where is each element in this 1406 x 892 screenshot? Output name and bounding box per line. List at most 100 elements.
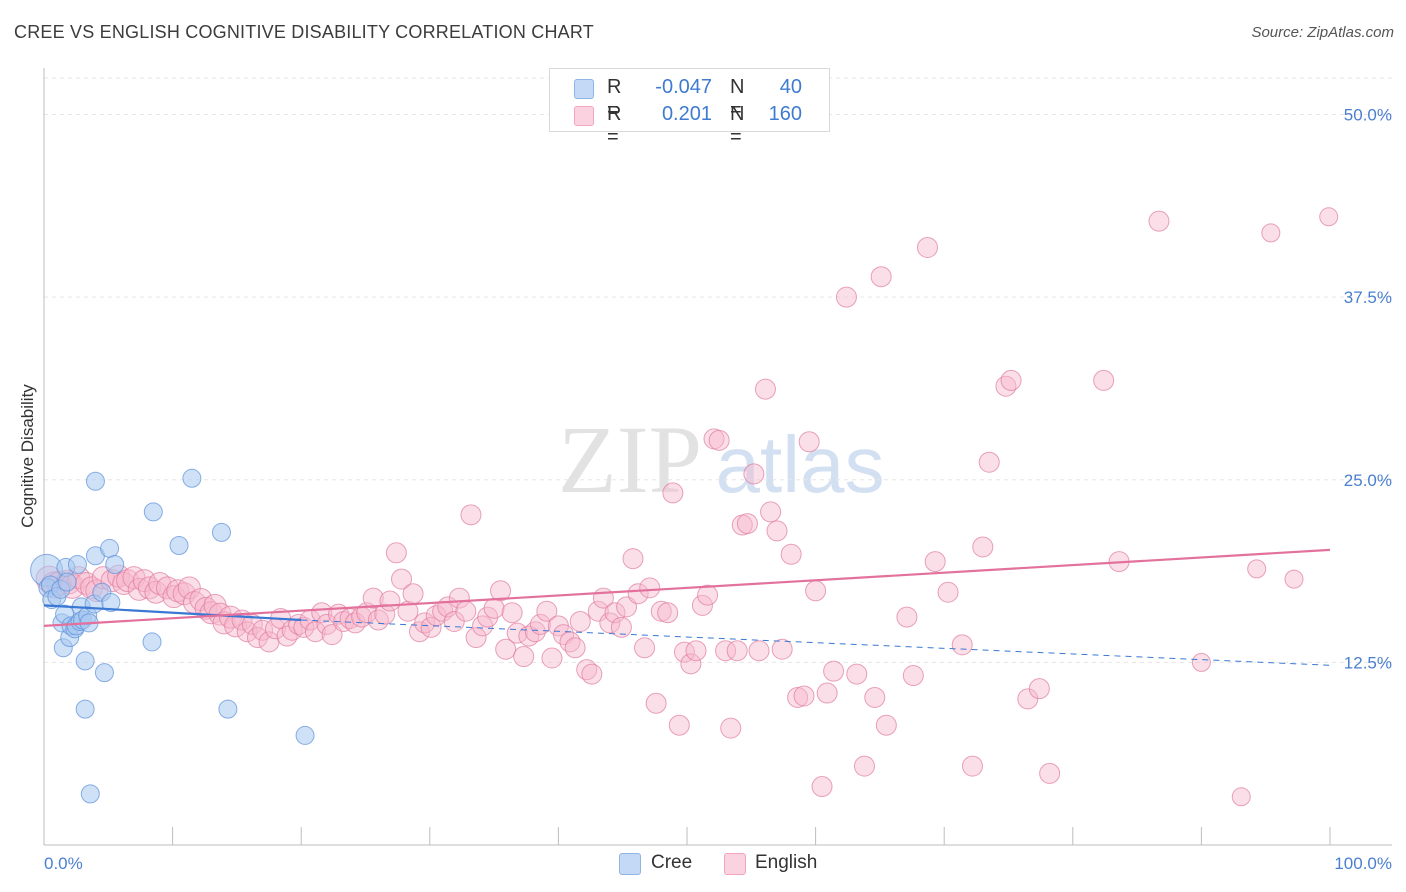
english-point xyxy=(460,504,482,526)
cree-point xyxy=(211,522,231,542)
watermark-zip: ZIP xyxy=(558,406,702,513)
english-point xyxy=(1284,569,1304,589)
english-point xyxy=(951,634,973,656)
english-point xyxy=(916,236,938,258)
english-point xyxy=(477,606,499,628)
english-point xyxy=(896,606,918,628)
english-point xyxy=(379,590,401,612)
english-point xyxy=(1247,559,1267,579)
english-point xyxy=(1093,369,1115,391)
english-point xyxy=(420,616,442,638)
legend-n-value: 160 xyxy=(768,103,802,125)
english-point xyxy=(657,602,679,624)
legend-r-label: R = xyxy=(607,103,622,148)
english-point xyxy=(513,646,535,668)
english-point xyxy=(771,638,793,660)
cree-point xyxy=(85,471,105,491)
english-point xyxy=(581,663,603,685)
y-axis-label: Cognitive Disability xyxy=(18,384,37,528)
english-point xyxy=(501,602,523,624)
legend-r-label: R = xyxy=(607,76,622,121)
english-point xyxy=(311,602,333,624)
english-point xyxy=(148,571,172,595)
legend-r-value: 0.201 xyxy=(661,103,712,125)
legend: R = -0.047 N = 40 R = 0.201 N = 160 xyxy=(549,68,830,148)
chart-title: CREE VS ENGLISH COGNITIVE DISABILITY COR… xyxy=(14,22,594,42)
english-point xyxy=(793,685,815,707)
english-point xyxy=(1191,652,1211,672)
cree-point xyxy=(67,554,87,574)
legend-swatch-english xyxy=(574,106,594,126)
english-point xyxy=(199,601,223,625)
english-point xyxy=(780,543,802,565)
english-point xyxy=(414,612,436,634)
english-point xyxy=(397,600,419,622)
english-point xyxy=(805,580,827,602)
english-point xyxy=(697,584,719,606)
english-point xyxy=(391,568,413,590)
english-point xyxy=(639,577,661,599)
axes: 12.5% 25.0% 37.5% 50.0% 0.0% 100.0% xyxy=(43,68,1392,873)
english-point xyxy=(811,776,833,798)
legend-n-label: N = xyxy=(730,103,745,148)
english-point xyxy=(569,610,591,632)
data-points xyxy=(30,207,1339,807)
cree-point xyxy=(105,554,125,574)
english-point xyxy=(385,542,407,564)
grid xyxy=(44,77,1392,663)
x-tick-label: 100.0% xyxy=(1334,854,1392,873)
y-tick-label: 12.5% xyxy=(1344,653,1392,672)
english-point xyxy=(798,431,820,453)
english-point xyxy=(823,660,845,682)
english-point xyxy=(680,653,702,675)
english-point xyxy=(634,637,656,659)
english-point xyxy=(760,501,782,523)
english-point xyxy=(177,576,201,600)
cree-trend-extension xyxy=(301,619,1331,666)
english-point xyxy=(853,755,875,777)
bottom-legend-label-english: English xyxy=(755,852,818,873)
cree-point xyxy=(101,592,121,612)
english-point xyxy=(748,640,770,662)
y-tick-label: 50.0% xyxy=(1344,106,1392,125)
bottom-legend-swatch-cree xyxy=(619,853,641,875)
english-point xyxy=(685,640,707,662)
english-point xyxy=(1231,787,1251,807)
english-point xyxy=(587,600,609,622)
english-point xyxy=(627,583,649,605)
english-point xyxy=(787,686,809,708)
bottom-legend-label-cree: Cree xyxy=(651,852,693,873)
english-point xyxy=(668,714,690,736)
english-point xyxy=(972,536,994,558)
english-point xyxy=(1319,207,1339,227)
english-point xyxy=(708,429,730,451)
english-point xyxy=(564,637,586,659)
english-point xyxy=(622,548,644,570)
cree-point xyxy=(182,468,202,488)
english-point xyxy=(490,580,512,602)
english-point xyxy=(495,638,517,660)
english-point xyxy=(978,451,1000,473)
x-tick-label: 0.0% xyxy=(44,854,83,873)
cree-point xyxy=(75,699,95,719)
english-point xyxy=(599,612,621,634)
cree-point xyxy=(100,538,120,558)
english-point xyxy=(374,603,396,625)
cree-trend-line xyxy=(43,604,302,622)
cree-point xyxy=(75,651,95,671)
english-point xyxy=(1000,369,1022,391)
english-point xyxy=(610,616,632,638)
cree-point xyxy=(80,784,100,804)
english-point xyxy=(1148,210,1170,232)
english-point xyxy=(754,378,776,400)
english-point xyxy=(662,482,684,504)
english-point xyxy=(518,625,540,647)
english-point xyxy=(483,597,505,619)
cree-point xyxy=(295,725,315,745)
english-point xyxy=(835,286,857,308)
english-point xyxy=(541,647,563,669)
english-point xyxy=(1039,762,1061,784)
english-point xyxy=(846,663,868,685)
english-point xyxy=(961,755,983,777)
legend-n-label: N = xyxy=(730,76,745,121)
